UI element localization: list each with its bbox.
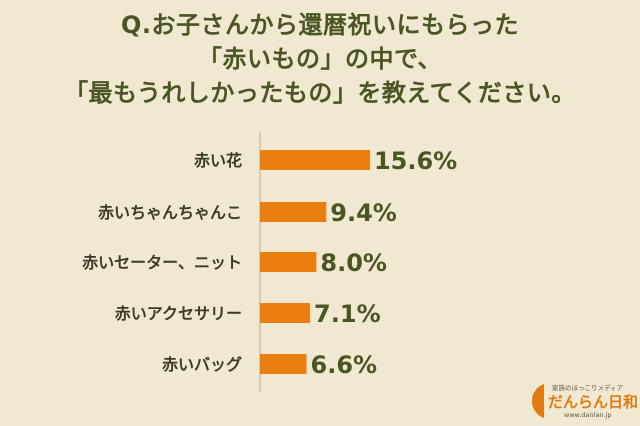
category-label-1: 赤いちゃんちゃんこ — [98, 203, 242, 222]
bar-0 — [260, 150, 370, 170]
value-label-4: 6.6% — [311, 351, 378, 379]
title-line-3: 「最もうれしかったもの」を教えてください。 — [64, 79, 576, 107]
bar-2 — [260, 252, 317, 272]
bar-4 — [260, 354, 307, 374]
value-label-0: 15.6% — [374, 147, 457, 175]
logo-tagline: 家族のほっこりメディア — [552, 384, 624, 392]
category-label-4: 赤いバッグ — [162, 355, 242, 374]
logo-mark-icon — [531, 384, 544, 418]
danran-biyori-logo: 家族のほっこりメディア だんらん日和 www.danlan.jp — [524, 380, 638, 422]
title-line-2: 「赤いもの」の中で、 — [197, 45, 443, 73]
category-label-3: 赤いアクセサリー — [115, 304, 242, 323]
category-label-0: 赤い花 — [194, 151, 242, 170]
value-label-2: 8.0% — [320, 249, 387, 277]
chart-title: Q.お子さんから還暦祝いにもらった 「赤いもの」の中で、 「最もうれしかったもの… — [0, 8, 640, 110]
value-label-1: 9.4% — [330, 199, 397, 227]
logo-name: だんらん日和 — [548, 393, 639, 411]
value-label-3: 7.1% — [314, 300, 381, 328]
bar-3 — [260, 303, 311, 323]
category-label-2: 赤いセーター、ニット — [82, 253, 242, 272]
logo-url: www.danlan.jp — [564, 411, 612, 419]
bar-1 — [260, 202, 327, 222]
title-line-1: Q.お子さんから還暦祝いにもらった — [120, 11, 520, 39]
